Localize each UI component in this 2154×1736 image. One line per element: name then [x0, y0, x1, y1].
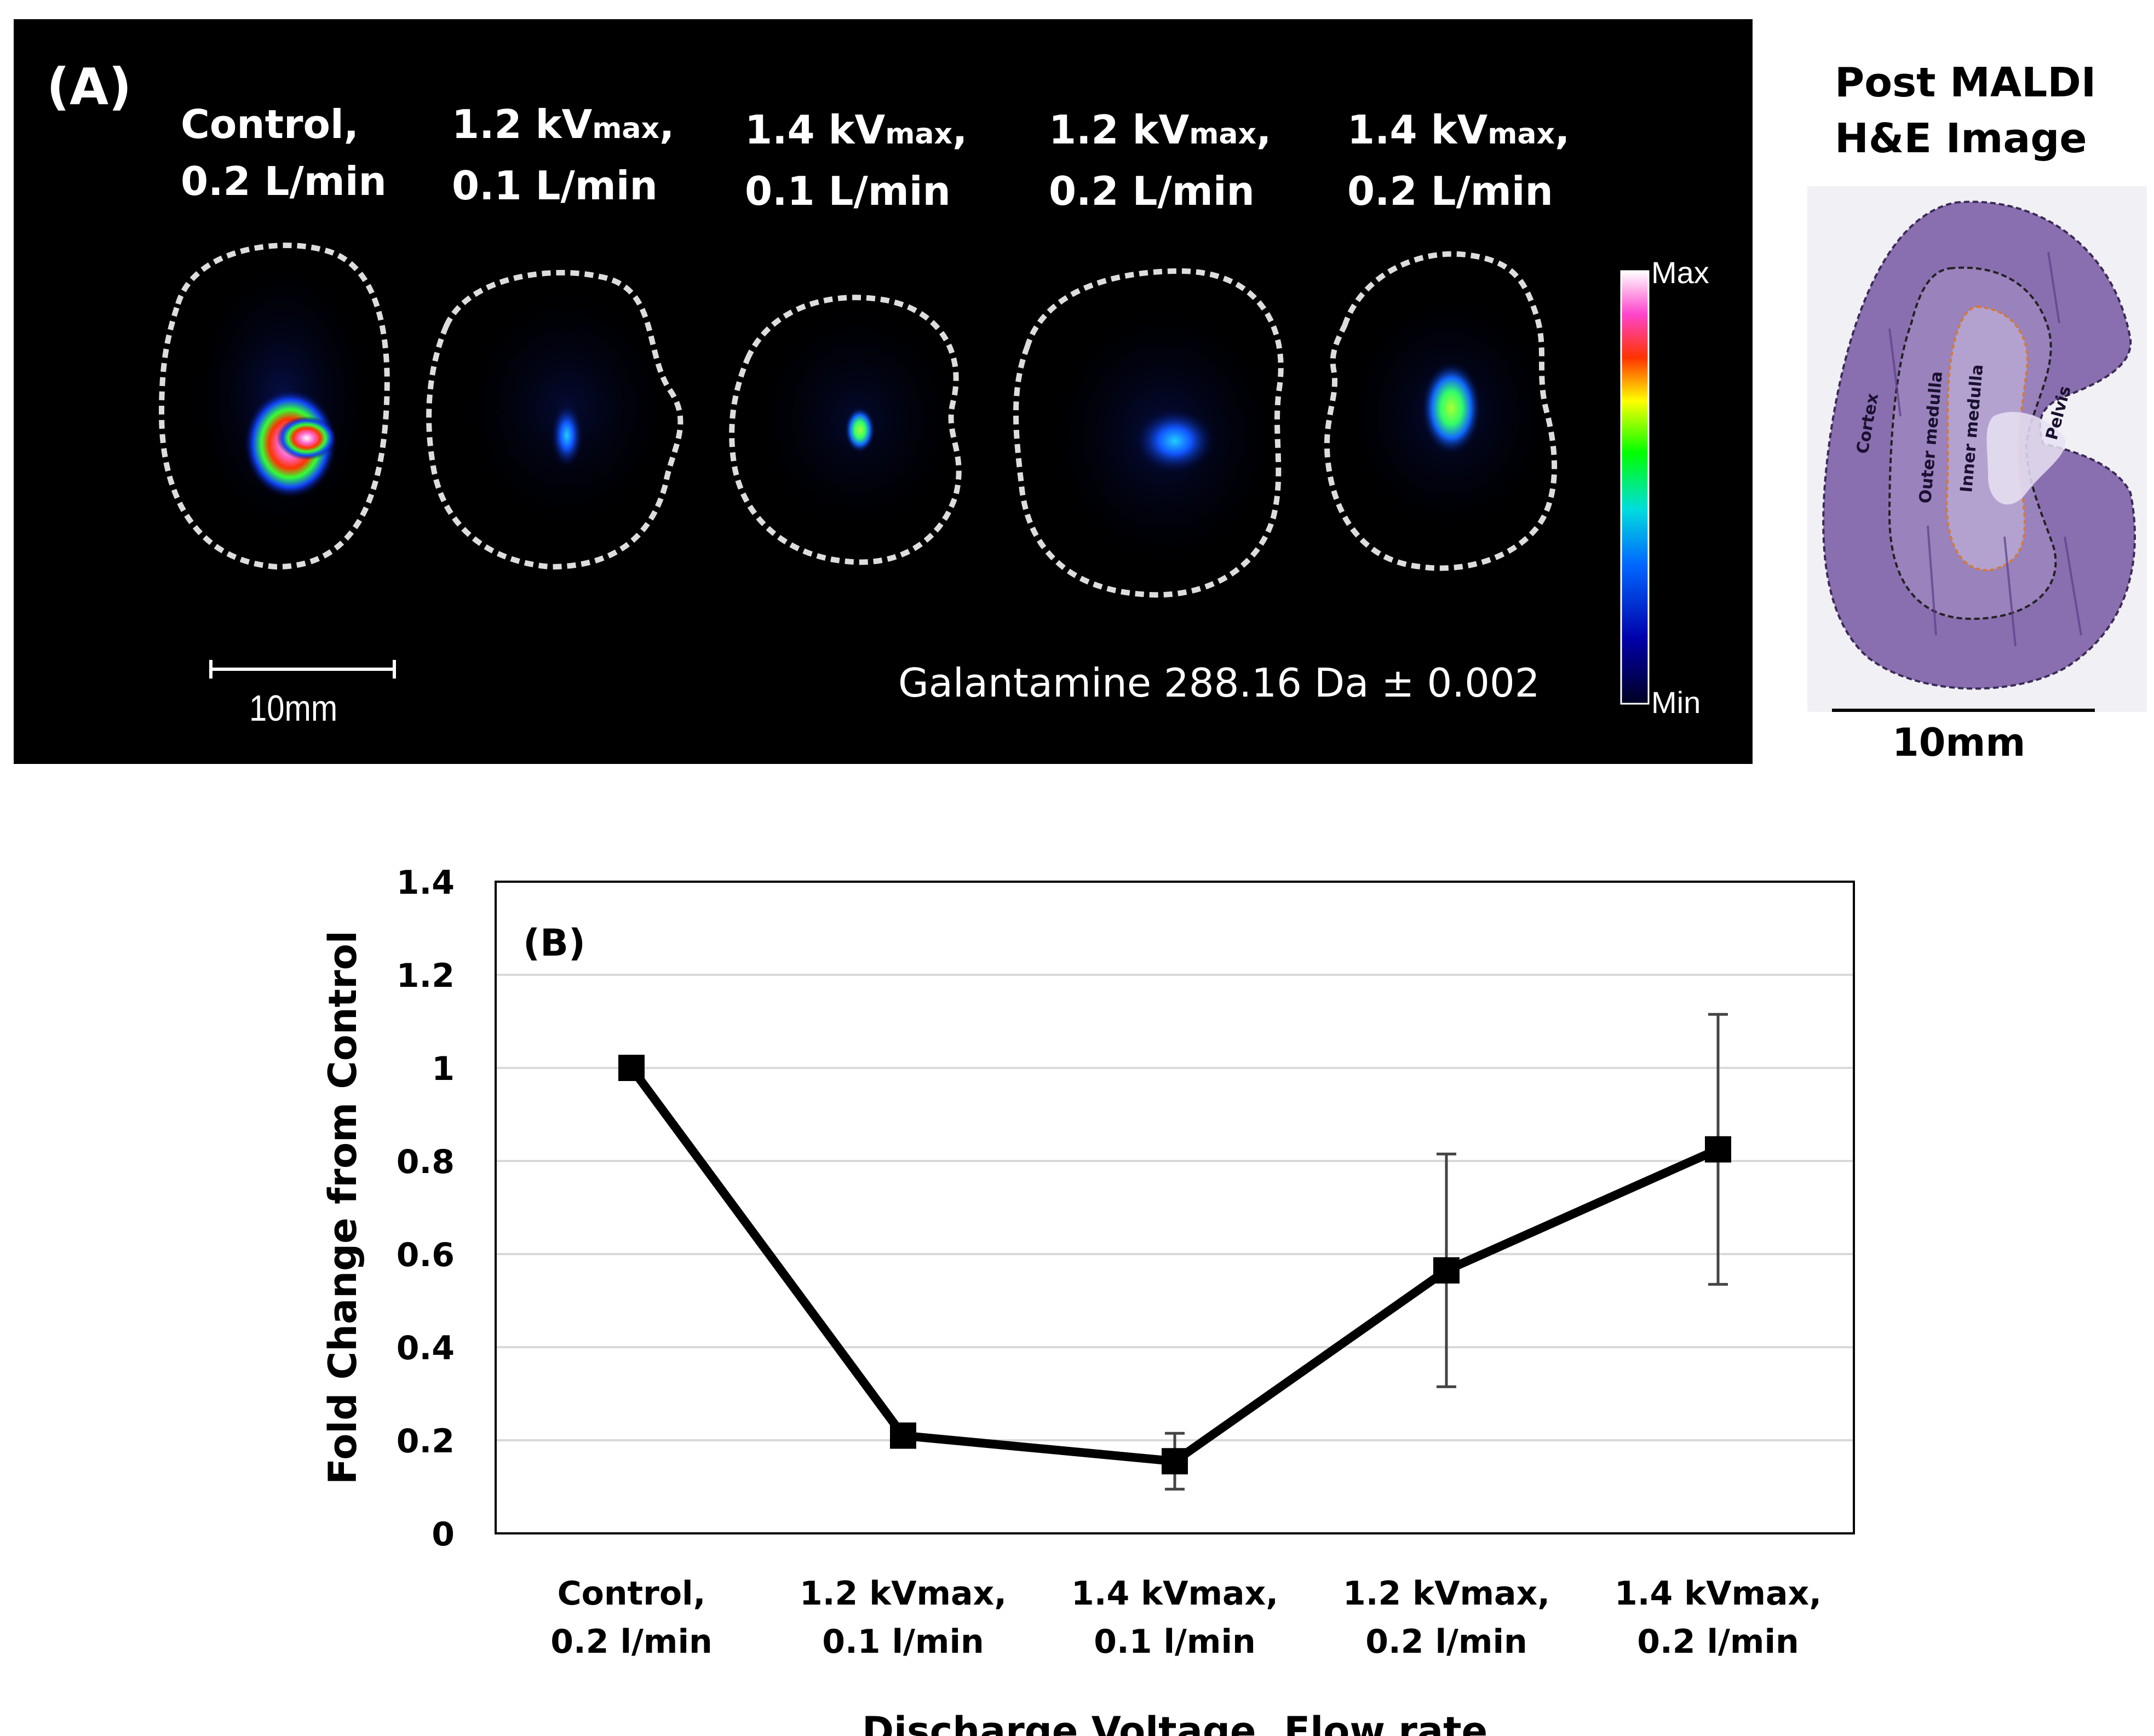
analyte-label: Galantamine 288.16 Da ± 0.002: [898, 660, 1540, 706]
x-axis-title: Discharge Voltage, Flow rate: [862, 1709, 1487, 1736]
x-tick-label: 1.4 kVmax, 0.1 l/min: [1071, 1574, 1278, 1661]
y-axis-title: Fold Change from Control: [320, 930, 365, 1485]
x-tick-label: 1.4 kVmax, 0.2 l/min: [1615, 1574, 1822, 1661]
error-bars: [1165, 1013, 1728, 1491]
scale-bar-a-label: 10mm: [249, 688, 338, 729]
he-scale-bar-label: 10mm: [1892, 720, 2026, 765]
condition-label-4: 1.4 kVmax, 0.2 L/min: [1347, 107, 1570, 214]
x-axis-ticks: Control, 0.2 l/min 1.2 kVmax, 0.1 l/min 1.4 …: [550, 1574, 1822, 1661]
y-tick-label: 0.4: [397, 1329, 455, 1367]
x-tick-label: 1.2 kVmax, 0.2 l/min: [1343, 1574, 1550, 1661]
colorbar: [1620, 270, 1650, 705]
y-tick-label: 0.2: [397, 1422, 455, 1461]
panel-b-label: (B): [523, 922, 585, 965]
tissue-1-2kv-0-1: [426, 269, 683, 570]
grid-lines: [496, 974, 1854, 1441]
maldi-image-panel: (A) Control, 0.2 L/min 1.2 kVmax, 0.1 L/…: [14, 19, 1753, 764]
panel-a-label: (A): [47, 58, 132, 116]
y-tick-label: 1.4: [397, 864, 455, 902]
series-line: [628, 1065, 1720, 1466]
he-title: Post MALDI H&E Image: [1835, 59, 2096, 162]
condition-label-3: 1.2 kVmax, 0.2 L/min: [1049, 107, 1272, 214]
scale-bar-a: [209, 660, 396, 679]
condition-label-control: Control, 0.2 L/min: [181, 101, 387, 204]
he-kidney-image: Cortex Outer medulla Inner medulla Pelvi…: [1807, 186, 2147, 712]
condition-label-2: 1.4 kVmax, 0.1 L/min: [745, 107, 968, 214]
colorbar-min-label: Min: [1651, 685, 1701, 720]
data-point-marker: [1433, 1257, 1460, 1284]
y-tick-label: 0.6: [397, 1236, 455, 1274]
condition-label-1: 1.2 kVmax, 0.1 L/min: [452, 101, 675, 209]
data-point-marker: [618, 1055, 645, 1081]
y-axis-ticks: 0 0.2 0.4 0.6 0.8 1 1.2 1.4: [397, 864, 455, 1554]
tissue-1-4kv-0-2: [1324, 251, 1558, 571]
y-tick-label: 1.2: [397, 957, 455, 995]
y-tick-label: 1: [432, 1050, 455, 1088]
tissue-1-2kv-0-2: [1013, 268, 1284, 598]
data-point-marker: [1705, 1136, 1731, 1163]
y-tick-label: 0: [432, 1515, 455, 1554]
x-tick-label: Control, 0.2 l/min: [550, 1574, 712, 1661]
series-markers: [618, 1055, 1731, 1475]
tissue-1-4kv-0-1: [729, 295, 967, 565]
data-point-marker: [1162, 1448, 1188, 1475]
tissue-scans: [158, 243, 1650, 705]
x-tick-label: 1.2 kVmax, 0.1 l/min: [800, 1574, 1007, 1661]
plot-area-border: [495, 881, 1855, 1534]
y-tick-label: 0.8: [397, 1143, 455, 1181]
data-point-marker: [890, 1422, 916, 1449]
colorbar-max-label: Max: [1651, 255, 1709, 290]
tissue-control: [158, 243, 390, 570]
line-chart: 0 0.2 0.4 0.6 0.8 1 1.2 1.4 Control, 0.2 l/min 1.…: [320, 864, 1855, 1736]
